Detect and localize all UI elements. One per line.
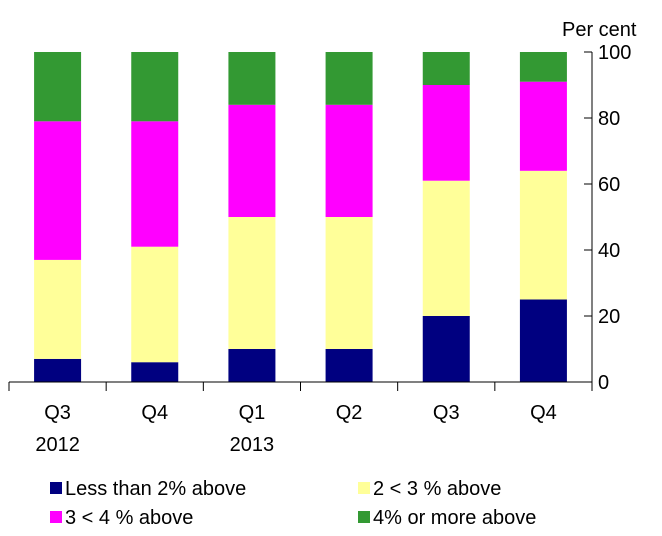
legend: Less than 2% above 2 < 3 % above 3 < 4 % a… (50, 478, 536, 529)
bar-3-cat-6 (519, 81, 567, 171)
legend-label-3: 3 < 4 % above (65, 507, 193, 529)
bars-group (34, 52, 567, 382)
bar-1-cat-5 (422, 316, 470, 382)
legend-label-1: Less than 2% above (65, 478, 246, 500)
bar-2-cat-5 (422, 180, 470, 316)
bar-4-cat-1 (34, 52, 82, 122)
y-tick-label: 40 (598, 240, 620, 262)
bar-4-cat-6 (519, 52, 567, 82)
y-unit-label: Per cent (562, 19, 637, 41)
bar-2-cat-6 (519, 170, 567, 300)
y-tick-label: 100 (598, 42, 631, 64)
x-tick-label: Q4 (530, 402, 557, 424)
x-tick-label-year: 2012 (35, 434, 80, 456)
legend-swatch-1 (50, 482, 62, 494)
legend-swatch-4 (358, 511, 370, 523)
bar-4-cat-2 (131, 52, 179, 122)
bar-2-cat-2 (131, 246, 179, 363)
legend-swatch-2 (358, 482, 370, 494)
bar-4-cat-4 (325, 52, 373, 105)
legend-label-4: 4% or more above (373, 507, 536, 529)
y-tick-label: 60 (598, 174, 620, 196)
bar-3-cat-1 (34, 121, 82, 260)
legend-swatch-3 (50, 511, 62, 523)
bar-4-cat-3 (228, 52, 276, 105)
bar-1-cat-3 (228, 349, 276, 382)
bar-1-cat-1 (34, 358, 82, 382)
axes-group: 0 20 40 60 80 100 Q3 2012 Q4 Q1 2013 Q2 Q3 Q4 (8, 42, 631, 456)
x-tick-label: Q3 (433, 402, 460, 424)
bar-1-cat-4 (325, 349, 373, 382)
bar-1-cat-6 (519, 299, 567, 382)
bar-2-cat-3 (228, 217, 276, 349)
x-tick-label: Q3 (44, 402, 71, 424)
bar-2-cat-1 (34, 259, 82, 359)
bar-3-cat-5 (422, 85, 470, 181)
y-tick-label: 20 (598, 306, 620, 328)
x-tick-label: Q1 (239, 402, 266, 424)
x-tick-label: Q2 (336, 402, 363, 424)
bar-2-cat-4 (325, 217, 373, 349)
bar-3-cat-2 (131, 121, 179, 247)
y-tick-label: 0 (598, 372, 609, 394)
bar-4-cat-5 (422, 52, 470, 85)
legend-label-2: 2 < 3 % above (373, 478, 501, 500)
x-tick-label-year: 2013 (230, 434, 275, 456)
y-tick-label: 80 (598, 108, 620, 130)
bar-1-cat-2 (131, 362, 179, 382)
x-tick-label: Q4 (141, 402, 168, 424)
bar-3-cat-4 (325, 104, 373, 217)
bar-3-cat-3 (228, 104, 276, 217)
